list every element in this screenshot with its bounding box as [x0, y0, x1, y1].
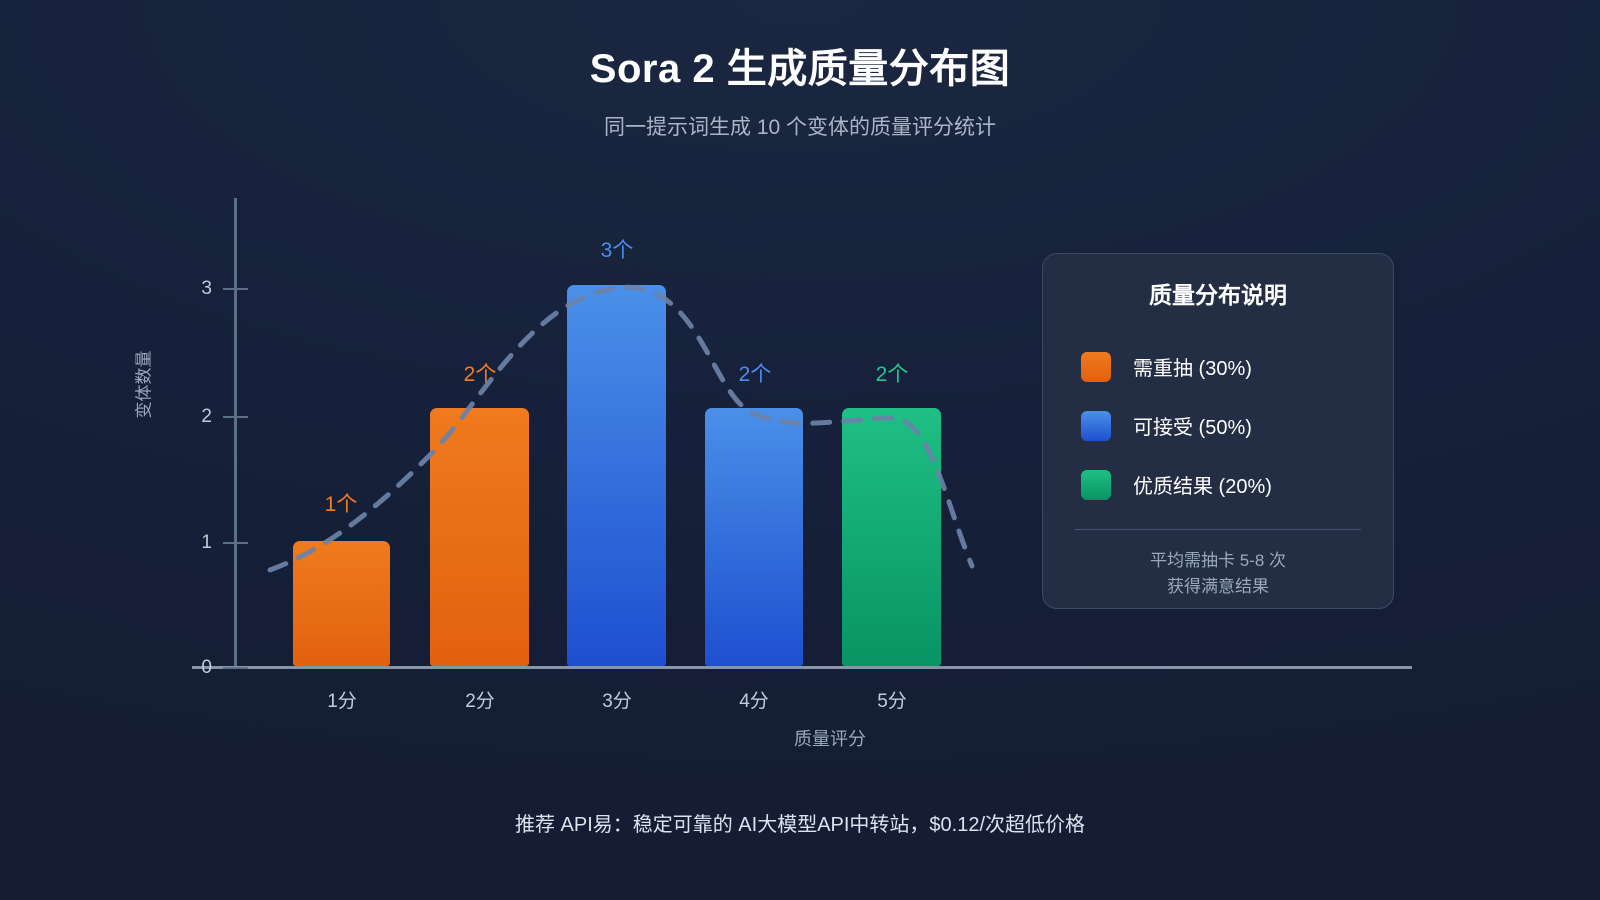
x-tick-label-3: 3分 [602, 691, 632, 712]
x-tick-label-1: 1分 [327, 691, 357, 712]
bar-value-5: 2个 [875, 363, 909, 386]
x-tick-label-5: 5分 [877, 691, 907, 712]
y-axis-title: 变体数量 [134, 350, 154, 419]
bar-4[interactable] [705, 408, 803, 666]
chart-subtitle: 同一提示词生成 10 个变体的质量评分统计 [603, 116, 997, 139]
y-tick-1 [223, 542, 248, 544]
legend-note-line-2: 获得满意结果 [1167, 577, 1269, 597]
legend-swatch-green-icon [1081, 469, 1111, 500]
bar-1[interactable] [293, 541, 390, 666]
legend-divider [1075, 529, 1361, 530]
y-tick-label-1: 1 [201, 532, 212, 553]
x-tick-label-4: 4分 [739, 691, 769, 712]
bar-value-1: 1个 [324, 493, 358, 516]
x-axis-title: 质量评分 [794, 729, 866, 749]
legend-swatch-orange-icon [1081, 351, 1111, 382]
legend-item-excellent[interactable]: 优质结果 (20%) [1069, 455, 1367, 514]
legend-swatch-blue-icon [1081, 410, 1111, 441]
footer-promo-text: 推荐 API易：稳定可靠的 AI大模型API中转站，$0.12/次超低价格 [514, 814, 1086, 836]
legend-note-line-1: 平均需抽卡 5-8 次 [1149, 551, 1287, 570]
x-tick-label-2: 2分 [465, 691, 495, 712]
legend-label-need-reroll: 需重抽 (30%) [1133, 358, 1252, 380]
chart-header: Sora 2 生成质量分布图 同一提示词生成 10 个变体的质量评分统计 [0, 0, 1600, 141]
y-tick-2 [223, 416, 248, 418]
legend-label-excellent: 优质结果 (20%) [1133, 476, 1272, 498]
bar-5[interactable] [842, 408, 941, 666]
y-tick-label-2: 2 [201, 406, 212, 427]
legend-panel: 质量分布说明 需重抽 (30%) 可接受 (50%) 优质结果 (20%) 平均… [1042, 253, 1394, 609]
page-title: Sora 2 生成质量分布图 [589, 47, 1011, 91]
y-axis-line [234, 198, 237, 668]
bar-value-2: 2个 [463, 363, 497, 386]
legend-item-need-reroll[interactable]: 需重抽 (30%) [1069, 337, 1367, 396]
bar-3[interactable] [567, 285, 666, 666]
x-axis-line [192, 666, 1412, 669]
bar-value-4: 2个 [738, 363, 772, 386]
y-tick-3 [223, 288, 248, 290]
legend-title: 质量分布说明 [1149, 282, 1287, 308]
legend-item-acceptable[interactable]: 可接受 (50%) [1069, 396, 1367, 455]
y-tick-label-0: 0 [201, 657, 212, 678]
legend-note: 平均需抽卡 5-8 次 获得满意结果 [1069, 548, 1367, 601]
bar-value-3: 3个 [600, 239, 634, 262]
bar-2[interactable] [430, 408, 529, 666]
y-tick-label-3: 3 [201, 278, 212, 299]
y-tick-0 [223, 667, 248, 669]
legend-label-acceptable: 可接受 (50%) [1133, 417, 1252, 439]
